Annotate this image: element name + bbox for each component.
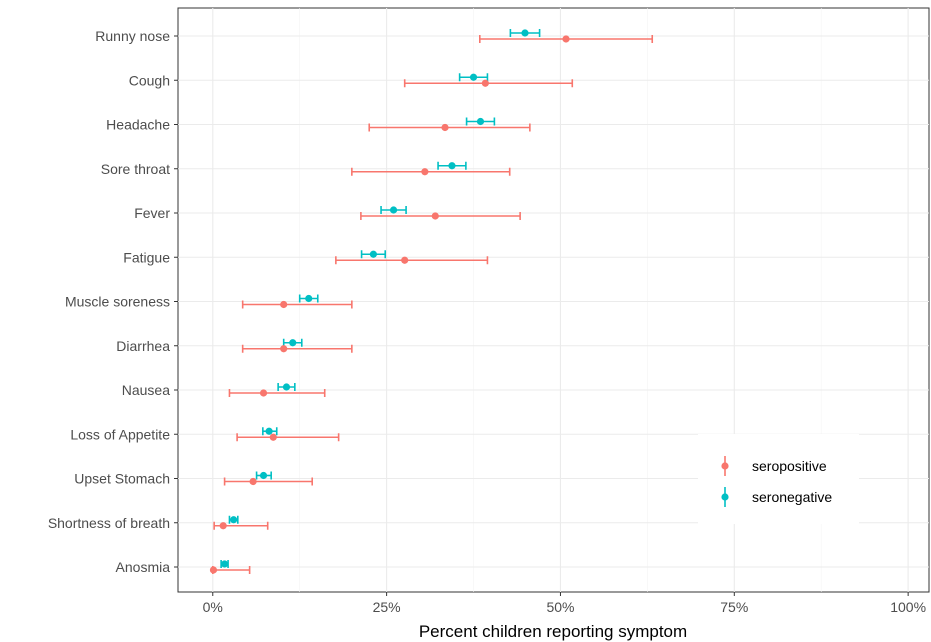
legend-label-seropositive: seropositive: [752, 458, 827, 474]
legend-key-point-seropositive: [721, 462, 729, 470]
y-tick-label: Loss of Appetite: [70, 426, 170, 442]
point-seropositive: [269, 433, 277, 441]
y-tick-label: Fever: [134, 205, 170, 221]
point-seronegative: [282, 383, 291, 391]
point-seronegative: [448, 162, 456, 170]
y-tick-label: Muscle soreness: [65, 294, 170, 310]
point-seronegative: [265, 427, 273, 435]
point-seropositive: [280, 345, 288, 353]
point-seropositive: [431, 212, 439, 220]
point-seropositive: [219, 522, 227, 530]
points: [209, 29, 570, 574]
y-tick-label: Cough: [129, 72, 170, 88]
y-tick-label: Fatigue: [123, 249, 170, 265]
point-seropositive: [249, 477, 257, 486]
point-seronegative: [305, 294, 313, 303]
legend-key-point-seronegative: [721, 493, 729, 501]
legend-label-seronegative: seronegative: [752, 489, 832, 505]
x-tick-label: 25%: [373, 599, 401, 615]
x-axis-title: Percent children reporting symptom: [419, 622, 687, 641]
y-tick-label: Anosmia: [116, 559, 171, 575]
point-seronegative: [220, 560, 229, 568]
y-tick-label: Shortness of breath: [48, 515, 170, 531]
x-tick-label: 75%: [720, 599, 748, 615]
point-seronegative: [230, 516, 238, 524]
point-seronegative: [521, 29, 529, 37]
y-axis: Runny nose Cough Headache Sore throat Fever F…: [48, 28, 178, 575]
y-tick-label: Headache: [106, 117, 170, 133]
y-tick-label: Runny nose: [95, 28, 170, 44]
point-seropositive: [421, 168, 429, 176]
point-seronegative: [369, 250, 377, 258]
point-seropositive: [481, 79, 489, 87]
point-seropositive: [259, 389, 268, 397]
error-bars: [211, 29, 654, 574]
point-seropositive: [562, 35, 570, 43]
point-seronegative: [289, 339, 297, 347]
legend-box: [698, 434, 859, 524]
x-tick-label: 50%: [546, 599, 574, 615]
x-axis: 0% 25% 50% 75% 100%: [203, 592, 926, 615]
point-seropositive: [441, 123, 449, 132]
y-tick-label: Sore throat: [101, 161, 170, 177]
point-seronegative: [259, 471, 268, 480]
y-tick-label: Nausea: [122, 382, 170, 398]
legend: seropositive seronegative: [698, 434, 859, 524]
x-tick-label: 100%: [890, 599, 926, 615]
point-seronegative: [476, 117, 485, 126]
y-tick-label: Upset Stomach: [74, 471, 170, 487]
y-tick-label: Diarrhea: [116, 338, 170, 354]
point-seropositive: [401, 256, 409, 264]
point-seropositive: [280, 300, 288, 309]
point-seronegative: [469, 73, 478, 81]
point-seropositive: [209, 566, 218, 574]
x-tick-label: 0%: [203, 599, 223, 615]
point-seronegative: [389, 206, 398, 214]
